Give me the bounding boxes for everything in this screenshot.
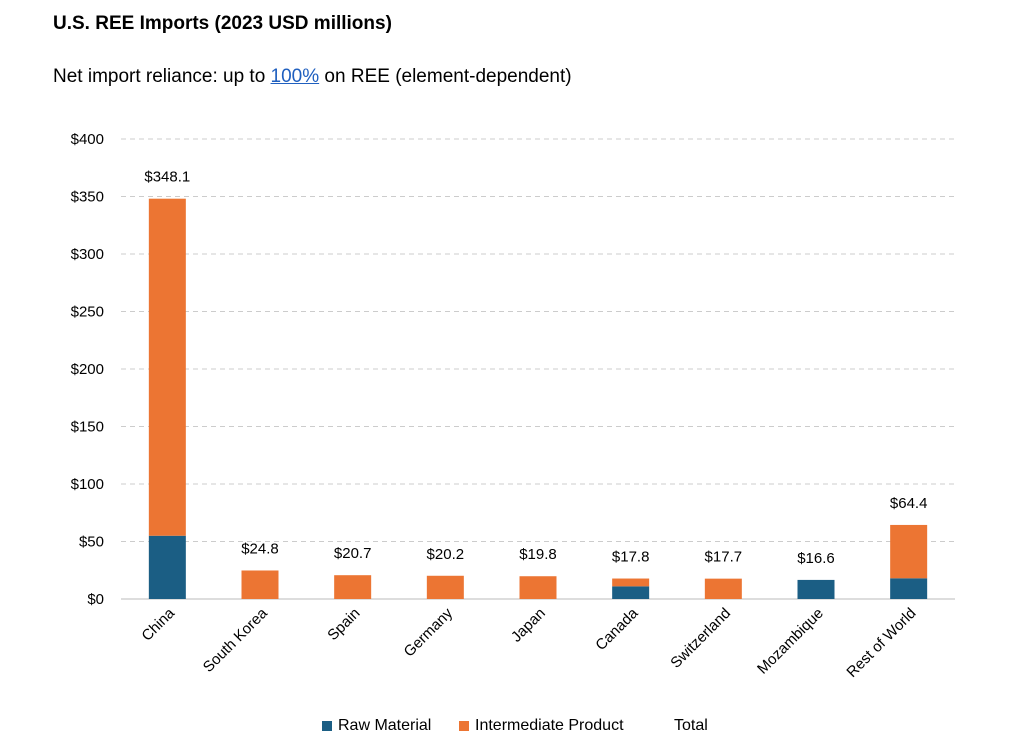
y-tick-label: $350: [71, 189, 104, 206]
bar-intermediate-product-china: [148, 198, 186, 536]
total-label-canada: $17.8: [612, 549, 650, 566]
import-reliance-link[interactable]: 100%: [270, 66, 320, 87]
total-label-mozambique: $16.6: [797, 550, 835, 567]
x-tick-label-germany: Germany: [401, 604, 457, 660]
bar-intermediate-product-canada: [612, 578, 650, 587]
legend-label-raw-material: Raw Material: [338, 717, 432, 734]
x-tick-label-japan: Japan: [508, 605, 549, 646]
total-label-germany: $20.2: [427, 546, 465, 563]
bar-intermediate-product-spain: [334, 575, 372, 599]
y-tick-label: $250: [71, 304, 104, 321]
bar-raw-material-canada: [612, 586, 650, 599]
bar-raw-material-rest-of-world: [890, 578, 928, 599]
x-tick-label-south-korea: South Korea: [200, 604, 271, 675]
total-label-china: $348.1: [144, 169, 190, 186]
x-tick-label-rest-of-world: Rest of World: [843, 605, 919, 681]
bar-intermediate-product-rest-of-world: [890, 524, 928, 579]
x-tick-label-china: China: [138, 604, 178, 644]
legend-label-intermediate-product: Intermediate Product: [475, 717, 624, 734]
y-tick-label: $300: [71, 246, 104, 263]
y-tick-label: $400: [71, 131, 104, 148]
x-tick-label-mozambique: Mozambique: [754, 605, 827, 678]
subtitle-text: Net import reliance: up to: [53, 66, 271, 87]
legend-swatch-raw-material: [322, 721, 332, 731]
y-tick-label: $100: [71, 476, 104, 493]
total-label-rest-of-world: $64.4: [890, 495, 928, 512]
total-label-south-korea: $24.8: [241, 540, 279, 557]
legend-item-intermediate-product: Intermediate Product: [459, 717, 624, 735]
bar-intermediate-product-south-korea: [241, 570, 279, 599]
y-tick-label: $50: [79, 534, 104, 551]
bar-intermediate-product-germany: [426, 575, 464, 599]
bar-intermediate-product-switzerland: [704, 578, 742, 599]
total-label-japan: $19.8: [519, 546, 557, 563]
y-tick-label: $150: [71, 419, 104, 436]
x-tick-label-switzerland: Switzerland: [667, 605, 734, 672]
x-tick-label-canada: Canada: [592, 604, 642, 654]
y-tick-label: $200: [71, 361, 104, 378]
legend-swatch-intermediate-product: [459, 721, 469, 731]
y-tick-label: $0: [87, 591, 104, 608]
bar-raw-material-mozambique: [797, 579, 835, 599]
bar-intermediate-product-japan: [519, 576, 557, 599]
bar-chart: $0 $50 $100 $150 $200 $250 $300 $350 $400 $348.1 C…: [71, 131, 955, 681]
x-tick-label-spain: Spain: [324, 605, 363, 644]
total-label-switzerland: $17.7: [705, 549, 743, 566]
total-label-spain: $20.7: [334, 545, 372, 562]
chart-subtitle: Net import reliance: up to 100% on REE (…: [53, 66, 572, 88]
bar-raw-material-china: [148, 535, 186, 599]
legend-item-total: Total: [674, 717, 708, 735]
legend-label-total: Total: [674, 717, 708, 734]
legend-item-raw-material: Raw Material: [322, 717, 431, 735]
subtitle-text-end: on REE (element-dependent): [319, 66, 572, 87]
chart-title: U.S. REE Imports (2023 USD millions): [53, 13, 392, 34]
